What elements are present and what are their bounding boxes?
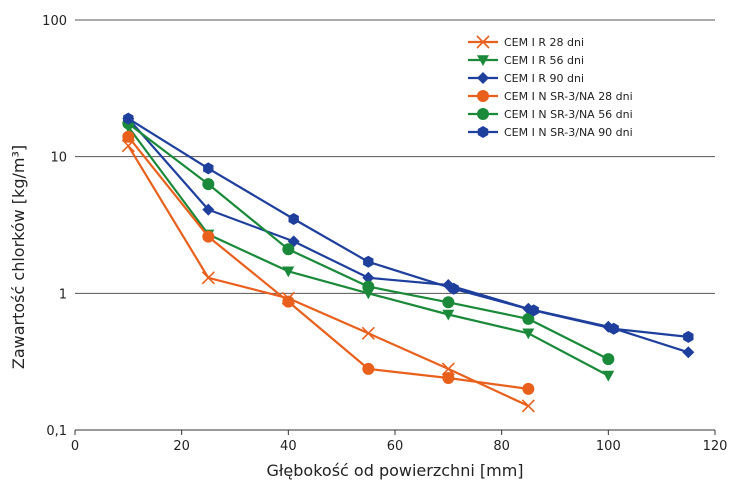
data-point [441,362,455,376]
data-point [201,271,215,285]
series-layer [121,112,695,413]
data-point [362,362,375,375]
y-ticks: 100 10 1 0,1 [42,14,67,439]
legend-item: CEM I R 28 dni [468,35,584,49]
data-point [203,162,214,175]
data-point [522,328,535,340]
legend-marker [477,90,489,102]
data-point [682,346,695,359]
data-point [282,266,295,278]
data-point [521,399,535,413]
data-point [363,255,374,268]
data-point [122,130,135,143]
data-point [448,282,459,295]
data-point [288,213,299,225]
data-point [282,295,295,308]
y-tick-label: 10 [50,151,67,166]
data-point [123,112,134,125]
legend-item: CEM I R 56 dni [468,54,584,67]
legend-label: CEM I N SR-3/NA 90 dni [504,126,633,139]
legend-marker [476,35,490,49]
y-tick-label: 0,1 [46,424,67,439]
data-point [522,382,535,395]
legend-item: CEM I N SR-3/NA 56 dni [468,108,633,121]
marker-stroke [521,399,535,413]
marker-stroke [441,362,455,376]
y-tick-label: 100 [42,14,67,29]
series-line [127,117,689,338]
data-point [202,178,215,191]
data-point [602,370,615,382]
legend-item: CEM I R 90 dni [468,72,584,85]
legend-marker [477,126,489,138]
data-point [442,309,455,321]
data-point [442,296,455,309]
series-line [127,145,529,407]
legend-label: CEM I R 90 dni [504,72,584,85]
data-point [522,312,535,325]
data-point [442,372,455,385]
data-point [683,330,694,343]
series-line [127,122,609,361]
data-point [362,280,375,293]
data-point [282,243,295,256]
data-point [362,271,375,284]
data-point [608,322,619,335]
legend-marker [477,72,489,84]
y-axis-title: Zawartość chlorków [kg/m³] [9,145,28,369]
x-tick-label: 100 [596,439,621,454]
grid [75,19,715,294]
x-tick-label: 0 [71,439,79,454]
marker-stroke [476,35,490,49]
x-tick-label: 120 [703,439,728,454]
legend-label: CEM I R 28 dni [504,36,584,49]
x-tick-label: 40 [280,439,297,454]
series-5 [122,117,615,366]
x-ticks: 0 20 40 60 80 100 120 [71,430,728,454]
series-line [127,136,529,390]
series-6 [123,112,694,343]
y-tick-label: 1 [59,287,67,302]
x-axis-title: Głębokość od powierzchni [mm] [266,461,523,480]
x-tick-label: 20 [173,439,190,454]
legend-item: CEM I N SR-3/NA 28 dni [468,90,633,103]
data-point [528,304,539,317]
legend-marker [477,55,489,66]
data-point [361,326,375,340]
data-point [602,353,615,366]
legend-label: CEM I N SR-3/NA 28 dni [504,90,633,103]
data-point [202,203,215,216]
legend-label: CEM I N SR-3/NA 56 dni [504,108,633,121]
x-tick-label: 80 [493,439,510,454]
legend-marker [477,108,489,120]
legend-label: CEM I R 56 dni [504,54,584,67]
data-point [202,230,215,243]
x-tick-label: 60 [387,439,404,454]
marker-stroke [201,271,215,285]
marker-stroke [361,326,375,340]
series-4 [122,130,535,395]
legend-item: CEM I N SR-3/NA 90 dni [468,126,633,139]
legend: CEM I R 28 dni CEM I R 56 dni CEM I R 90 d… [468,35,633,139]
